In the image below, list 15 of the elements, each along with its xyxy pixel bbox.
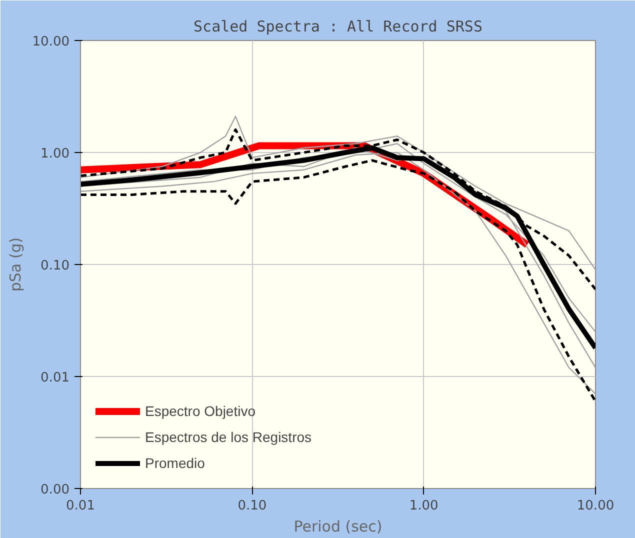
x-tick-label: 1.00: [409, 498, 438, 514]
legend-label: Espectro Objetivo: [145, 403, 256, 419]
y-axis-title: pSa (g): [6, 237, 24, 292]
y-tick-label: 0.10: [40, 258, 70, 274]
x-tick-label: 0.01: [66, 498, 95, 514]
x-tick-label: 10.00: [576, 498, 614, 514]
legend-label: Espectros de los Registros: [145, 429, 312, 445]
x-tick-label: 0.10: [238, 498, 267, 514]
y-tick-label: 10.00: [32, 34, 70, 50]
y-tick-label: 0.01: [40, 370, 70, 386]
x-axis-title: Period (sec): [294, 518, 382, 536]
legend-label: Promedio: [145, 455, 205, 471]
chart-title: Scaled Spectra : All Record SRSS: [194, 18, 482, 36]
y-tick-label: 1.00: [40, 146, 70, 162]
y-tick-label: 0.00: [40, 482, 70, 498]
